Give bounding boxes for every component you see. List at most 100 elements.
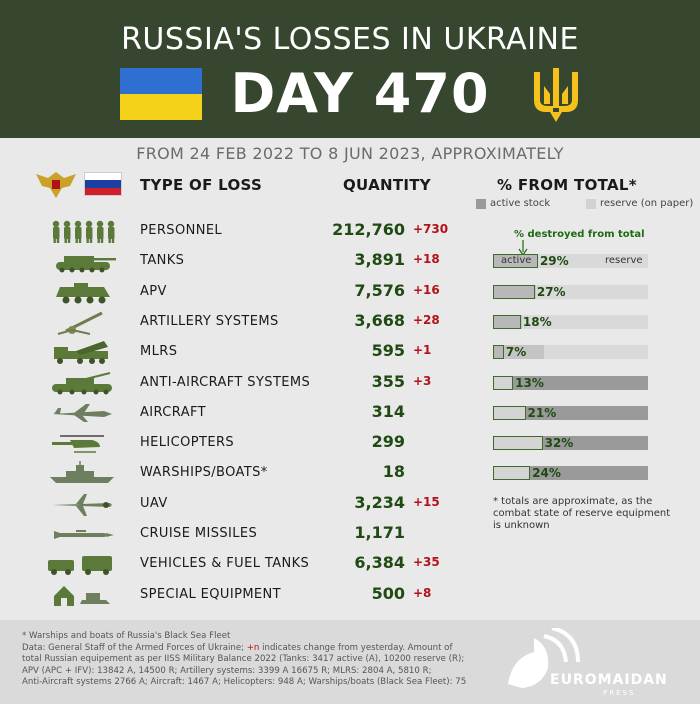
bar-destroyed: [493, 345, 504, 360]
page-title: RUSSIA'S LOSSES IN UKRAINE: [121, 22, 579, 57]
daily-change: +1: [413, 343, 432, 358]
table-row: ANTI-AIRCRAFT SYSTEMS 355 +3 13%: [0, 368, 700, 398]
bar-percent-label: 24%: [532, 466, 561, 481]
percent-bar: 7%: [493, 345, 648, 360]
footnote-text: Data: General Staff of the Armed Forces …: [22, 642, 247, 653]
daily-change: +8: [413, 585, 432, 600]
vehicles-icon: [46, 551, 120, 577]
soldiers-icon: [46, 218, 120, 244]
loss-quantity: 1,171: [354, 523, 405, 542]
table-row: PERSONNEL 212,760 +730: [0, 216, 700, 246]
date-range: FROM 24 FEB 2022 TO 8 JUN 2023, APPROXIM…: [136, 144, 564, 163]
bar-destroyed: [493, 314, 521, 329]
helicopter-icon: [46, 430, 120, 456]
loss-quantity: 355: [371, 371, 405, 391]
loss-quantity: 212,760: [332, 220, 405, 239]
uav-icon: [46, 491, 120, 517]
bar-active-text: active: [501, 255, 532, 267]
bar-percent-label: 13%: [515, 375, 544, 390]
bar-reserve-stock: [536, 284, 648, 299]
loss-type-label: HELICOPTERS: [140, 435, 235, 451]
table-row: CRUISE MISSILES 1,171: [0, 519, 700, 549]
footnote: * Warships and boats of Russia's Black S…: [22, 631, 482, 689]
footnote-line: Anti-Aircraft systems 2766 A; Aircraft: …: [22, 677, 467, 687]
tank-icon: [46, 248, 120, 274]
percent-bar: 32%: [493, 436, 648, 451]
daily-change: +18: [413, 252, 440, 267]
footer: [0, 620, 700, 704]
legend-active-swatch: [476, 199, 486, 209]
footnote-line: * Warships and boats of Russia's Black S…: [22, 631, 231, 641]
percent-bar: 24%: [493, 466, 648, 481]
bar-reserve-text: reserve: [605, 255, 643, 267]
daily-change: +3: [413, 373, 432, 388]
loss-type-label: VEHICLES & FUEL TANKS: [140, 556, 310, 572]
percent-bar: 13%: [493, 375, 648, 390]
loss-quantity: 314: [371, 401, 405, 421]
legend-active-label: active stock: [490, 198, 551, 209]
bar-reserve-stock: [544, 345, 648, 360]
anti-aircraft-icon: [46, 370, 120, 396]
bar-destroyed: [493, 254, 538, 269]
table-row: HELICOPTERS 299 32%: [0, 428, 700, 458]
logo-name: EUROMAIDAN: [550, 672, 668, 688]
special-equipment-icon: [46, 582, 120, 608]
footnote-change-marker: +n: [246, 642, 260, 653]
bar-reserve-stock: [531, 254, 648, 269]
table-row: TANKS 3,891 +18 active reserve 29%: [0, 246, 700, 276]
bar-percent-label: 27%: [536, 284, 566, 299]
quantity-column-header: QUANTITY: [343, 176, 431, 194]
bar-active-stock: [493, 405, 648, 420]
loss-quantity: 3,891: [354, 250, 405, 270]
bar-destroyed: [493, 466, 531, 481]
cruise-missile-icon: [46, 521, 120, 547]
daily-change: +28: [413, 312, 440, 327]
loss-quantity: 18: [382, 462, 405, 482]
warship-icon: [46, 460, 120, 486]
percent-bar: 27%: [493, 284, 648, 299]
bar-percent-label: 7%: [505, 345, 527, 360]
totals-note: * totals are approximate, as the combat …: [493, 496, 671, 531]
trident-icon: [534, 68, 578, 122]
loss-quantity: 6,384: [354, 553, 405, 573]
mlrs-icon: [46, 339, 120, 365]
ukraine-flag-icon: [120, 68, 202, 120]
loss-type-label: UAV: [140, 495, 168, 511]
daily-change: +35: [413, 555, 440, 570]
footnote-line: total Russian equipement as per IISS Mil…: [22, 654, 465, 664]
table-row: AIRCRAFT 314 21%: [0, 398, 700, 428]
apv-icon: [46, 279, 120, 305]
loss-type-label: TANKS: [140, 253, 185, 269]
loss-quantity: 7,576: [354, 280, 405, 300]
footnote-text: indicates change from yesterday. Amount …: [259, 642, 453, 653]
table-row: MLRS 595 +1 7%: [0, 337, 700, 367]
loss-type-label: ANTI-AIRCRAFT SYSTEMS: [140, 374, 311, 390]
aircraft-icon: [46, 400, 120, 426]
table-row: WARSHIPS/BOATS* 18 24%: [0, 458, 700, 488]
loss-type-label: MLRS: [140, 344, 178, 360]
bar-percent-label: 18%: [522, 314, 552, 329]
bar-percent-label: 29%: [539, 254, 569, 269]
daily-change: +15: [413, 494, 440, 509]
daily-change: +730: [413, 222, 449, 236]
loss-quantity: 500: [371, 583, 405, 603]
percent-bar: active reserve 29%: [493, 254, 648, 269]
header-banner: [0, 0, 700, 138]
bar-destroyed: [493, 436, 543, 451]
bar-active-stock: [493, 466, 648, 481]
loss-quantity: 3,234: [354, 492, 405, 512]
table-row: APV 7,576 +16 27%: [0, 277, 700, 307]
loss-quantity: 595: [371, 341, 405, 361]
table-row: VEHICLES & FUEL TANKS 6,384 +35: [0, 549, 700, 579]
russian-emblem-icon: [36, 172, 76, 198]
russia-flag-icon: [84, 172, 122, 196]
bar-destroyed: [493, 405, 526, 420]
daily-change: +16: [413, 282, 440, 297]
percent-bar: 18%: [493, 314, 648, 329]
table-row: ARTILLERY SYSTEMS 3,668 +28 18%: [0, 307, 700, 337]
logo-press: PRESS: [603, 689, 636, 697]
percent-column-header: % FROM TOTAL*: [497, 176, 637, 194]
loss-type-label: PERSONNEL: [140, 223, 223, 238]
percent-bar: 21%: [493, 405, 648, 420]
destroyed-note: % destroyed from total: [514, 229, 645, 240]
